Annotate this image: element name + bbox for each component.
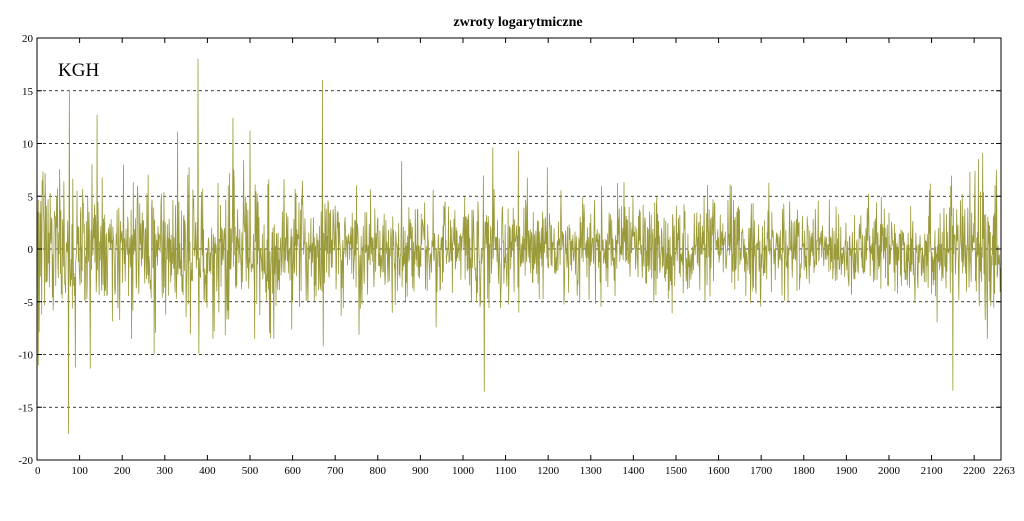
x-tick-label: 1700 bbox=[750, 465, 773, 477]
x-tick-label: 1900 bbox=[835, 465, 858, 477]
series-annotation: KGH bbox=[58, 60, 99, 81]
y-tick-label: -20 bbox=[18, 455, 33, 467]
x-tick-label: 2000 bbox=[878, 465, 901, 477]
x-tick-label: 300 bbox=[157, 465, 174, 477]
x-axis: 0 100 200 300 400 500 600 700 800 900 1000 1100 1200… bbox=[35, 38, 1016, 477]
series-path bbox=[36, 58, 1001, 435]
x-tick-label: 900 bbox=[412, 465, 429, 477]
x-tick-label: 0 bbox=[35, 465, 41, 477]
x-tick-label: 1400 bbox=[622, 465, 645, 477]
x-tick-label: 1100 bbox=[495, 465, 517, 477]
x-tick-label: 1500 bbox=[665, 465, 688, 477]
y-tick-label: 10 bbox=[22, 139, 34, 151]
y-tick-label: -10 bbox=[18, 350, 33, 362]
x-tick-label: 600 bbox=[284, 465, 301, 477]
x-tick-label: 100 bbox=[71, 465, 88, 477]
y-tick-label: -5 bbox=[24, 297, 34, 309]
series-line bbox=[36, 58, 1001, 435]
x-tick-label: 500 bbox=[242, 465, 259, 477]
plot-border bbox=[36, 37, 1002, 461]
y-tick-label: 5 bbox=[28, 191, 34, 203]
x-tick-label: 700 bbox=[327, 465, 344, 477]
x-tick-label: 1800 bbox=[793, 465, 816, 477]
x-tick-label: 1000 bbox=[452, 465, 475, 477]
x-tick-label: 2200 bbox=[963, 465, 986, 477]
x-tick-label: 400 bbox=[199, 465, 216, 477]
x-tick-label: 1600 bbox=[708, 465, 731, 477]
y-axis: -20 -15 -10 -5 0 5 10 15 20 bbox=[18, 33, 1001, 467]
x-tick-label: 2100 bbox=[921, 465, 944, 477]
chart-title: zwroty logarytmiczne bbox=[453, 15, 582, 30]
x-tick-label: 1300 bbox=[580, 465, 603, 477]
y-tick-label: 15 bbox=[22, 86, 34, 98]
y-tick-label: 20 bbox=[22, 33, 34, 45]
x-tick-label: 200 bbox=[114, 465, 131, 477]
x-tick-label: 2263 bbox=[993, 465, 1016, 477]
y-tick-label: -15 bbox=[18, 402, 33, 414]
y-tick-label: 0 bbox=[28, 244, 34, 256]
x-tick-label: 1200 bbox=[537, 465, 560, 477]
x-tick-label: 800 bbox=[370, 465, 387, 477]
